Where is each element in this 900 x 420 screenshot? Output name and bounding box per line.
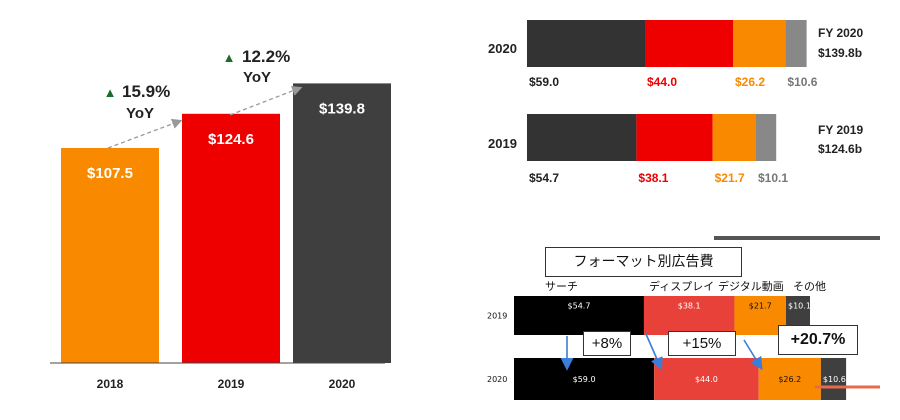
segment-2019-3 (756, 114, 777, 161)
x-tick-label: 2018 (97, 377, 124, 391)
segment-value-label: $10.6 (787, 75, 817, 89)
segment-value-label: $21.7 (749, 302, 772, 311)
down-arrow-icon (743, 339, 763, 371)
growth-annotation-1: ▲ 15.9% YoY (104, 82, 171, 122)
row-label: 2020 (487, 375, 507, 384)
growth-callout-display: +15% (668, 331, 736, 356)
segment-value-label: $10.1 (758, 171, 788, 185)
segment-value-label: $26.2 (778, 375, 801, 384)
fiscal-year-label: FY 2019 (818, 123, 863, 137)
growth-annotation-2: ▲ 12.2% YoY (223, 47, 291, 86)
series-header: その他 (793, 280, 826, 293)
segment-2020-3 (785, 20, 807, 67)
format-ad-spend-chart: サーチ ディスプレイ デジタル動画 その他 2019 $54.7 $38.1 $21.7 $10… (487, 279, 847, 400)
growth-arrow-2 (229, 85, 303, 116)
segment-value-label: $59.0 (573, 375, 596, 384)
segment-2019-0 (514, 296, 644, 335)
series-header: デジタル動画 (718, 279, 784, 293)
growth-callout-video: +20.7% (778, 325, 858, 355)
format-breakdown-chart: 2020 $59.0 $44.0 $26.2 $10.6 FY 2020 $139.8b 20… (488, 20, 863, 185)
segment-2020-0 (514, 358, 655, 400)
growth-arrows (560, 333, 763, 371)
x-tick-label: 2019 (218, 377, 245, 391)
bar-2019 (182, 113, 280, 363)
segment-2019-0 (527, 114, 637, 161)
segment-value-label: $44.0 (647, 75, 677, 89)
segment-value-label: $38.1 (678, 302, 701, 311)
bar-value-label: $107.5 (87, 165, 133, 182)
bar-value-label: $124.6 (208, 131, 254, 148)
segment-value-label: $44.0 (695, 375, 718, 384)
segment-2019-2 (712, 114, 756, 161)
segment-2019-1 (643, 296, 735, 335)
bar-value-label: $139.8 (319, 100, 365, 117)
series-header: ディスプレイ (649, 279, 714, 293)
segment-2020-1 (654, 358, 759, 400)
series-header: サーチ (545, 280, 578, 293)
chart-title: フォーマット別広告費 (545, 247, 742, 277)
growth-pct: 15.9% (122, 82, 170, 101)
row-label: 2019 (487, 312, 507, 321)
growth-pct: 12.2% (242, 47, 290, 66)
row-label: 2020 (488, 41, 517, 56)
triangle-up-icon: ▲ (223, 50, 236, 65)
fiscal-total-label: $124.6b (818, 142, 862, 156)
segment-value-label: $54.7 (568, 302, 591, 311)
x-tick-label: 2020 (329, 377, 356, 391)
yearly-total-chart: $107.5 $124.6 $139.8 2018 2019 2020 ▲ 15.9% … (50, 47, 391, 391)
segment-2019-2 (734, 296, 787, 335)
growth-unit: YoY (243, 69, 271, 86)
segment-2020-0 (527, 20, 645, 67)
segment-value-label: $38.1 (638, 171, 668, 185)
segment-value-label: $54.7 (529, 171, 559, 185)
fiscal-total-label: $139.8b (818, 46, 862, 60)
segment-2020-3 (820, 358, 847, 400)
bar-2018 (61, 148, 159, 363)
segment-value-label: $10.1 (788, 302, 811, 311)
bar-2020 (293, 83, 391, 364)
segment-2019-1 (636, 114, 713, 161)
segment-value-label: $10.6 (823, 375, 846, 384)
segment-value-label: $21.7 (715, 171, 745, 185)
growth-unit: YoY (126, 105, 154, 122)
down-arrow-icon (645, 333, 663, 371)
segment-2020-2 (758, 358, 821, 400)
fiscal-year-label: FY 2020 (818, 26, 863, 40)
growth-callout-search: +8% (583, 331, 631, 356)
segment-value-label: $59.0 (529, 75, 559, 89)
growth-arrow-1 (107, 118, 183, 149)
triangle-up-icon: ▲ (104, 85, 117, 100)
segment-value-label: $26.2 (735, 75, 765, 89)
segment-2020-1 (645, 20, 733, 67)
row-label: 2019 (488, 136, 517, 151)
segment-2020-2 (733, 20, 786, 67)
